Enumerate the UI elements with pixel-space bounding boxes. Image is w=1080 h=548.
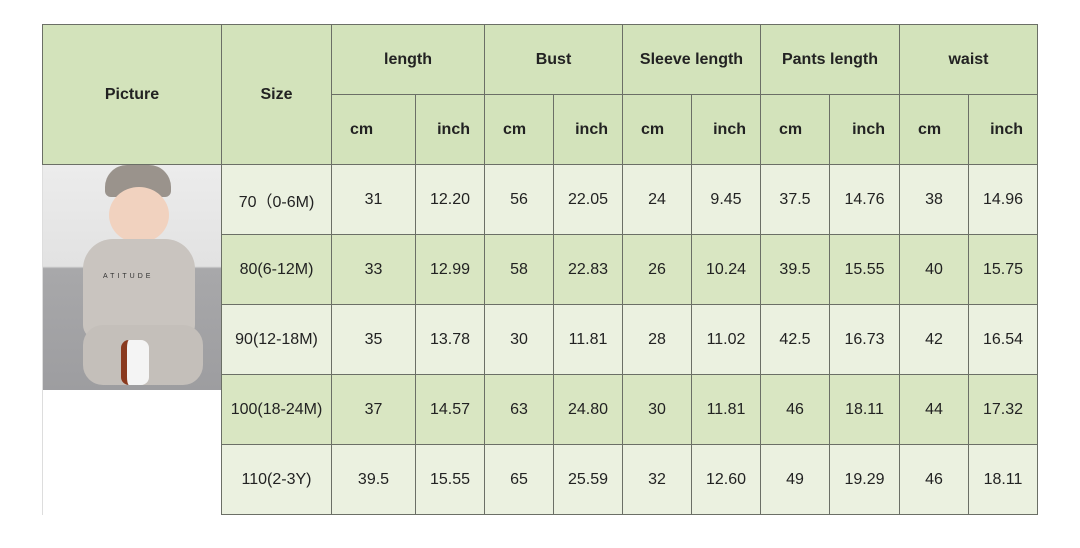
- inch-value-cell: 13.78: [415, 304, 485, 375]
- header-size: Size: [221, 24, 332, 165]
- size-cell: 90(12-18M): [221, 304, 332, 375]
- cm-value-cell: 30: [484, 304, 554, 375]
- header-sleeve-length: Sleeve length: [622, 24, 761, 95]
- inch-value-cell: 16.54: [968, 304, 1038, 375]
- baby-outfit-photo: ATITUDE: [43, 165, 221, 390]
- cm-value-cell: 56: [484, 164, 554, 235]
- inch-value-cell: 17.32: [968, 374, 1038, 445]
- inch-value-cell: 12.99: [415, 234, 485, 305]
- cm-value-cell: 40: [899, 234, 969, 305]
- inch-value-cell: 9.45: [691, 164, 761, 235]
- table-row: 80(6-12M) 33 12.99 58 22.83 26 10.24 39.5 15.55 4…: [43, 234, 1038, 305]
- unit-cm: cm: [899, 94, 969, 165]
- cm-value-cell: 31: [331, 164, 416, 235]
- cm-value-cell: 33: [331, 234, 416, 305]
- header-row: Picture Size length Bust Sleeve length P…: [42, 24, 1038, 165]
- cm-value-cell: 39.5: [760, 234, 830, 305]
- inch-value-cell: 18.11: [968, 444, 1038, 515]
- size-chart-table: Picture Size length Bust Sleeve length P…: [42, 24, 1038, 515]
- cm-value-cell: 63: [484, 374, 554, 445]
- inch-value-cell: 25.59: [553, 444, 623, 515]
- face-shape: [109, 187, 169, 243]
- inch-value-cell: 12.60: [691, 444, 761, 515]
- inch-value-cell: 11.81: [691, 374, 761, 445]
- header-bust: Bust: [484, 24, 623, 95]
- cm-value-cell: 46: [760, 374, 830, 445]
- inch-value-cell: 19.29: [829, 444, 900, 515]
- cm-value-cell: 58: [484, 234, 554, 305]
- cm-value-cell: 46: [899, 444, 969, 515]
- cm-value-cell: 39.5: [331, 444, 416, 515]
- inch-value-cell: 10.24: [691, 234, 761, 305]
- table-row: 100(18-24M) 37 14.57 63 24.80 30 11.81 46 18.11 4…: [43, 374, 1038, 445]
- table-row: ATITUDE 70（0-6M) 31 12.20 56 22.05 24 9.45 37.5 1…: [42, 164, 1038, 515]
- inch-value-cell: 14.57: [415, 374, 485, 445]
- unit-cm: cm: [331, 94, 416, 165]
- unit-inch: inch: [691, 94, 761, 165]
- cm-value-cell: 26: [622, 234, 692, 305]
- cm-value-cell: 44: [899, 374, 969, 445]
- unit-inch: inch: [968, 94, 1038, 165]
- inch-value-cell: 15.55: [415, 444, 485, 515]
- inch-value-cell: 12.20: [415, 164, 485, 235]
- unit-inch: inch: [415, 94, 485, 165]
- inch-value-cell: 11.02: [691, 304, 761, 375]
- sweatshirt-shape: [83, 239, 195, 339]
- header-pants-length: Pants length: [760, 24, 900, 95]
- cm-value-cell: 37.5: [760, 164, 830, 235]
- size-cell: 80(6-12M): [221, 234, 332, 305]
- unit-inch: inch: [829, 94, 900, 165]
- unit-cm: cm: [484, 94, 554, 165]
- cm-value-cell: 32: [622, 444, 692, 515]
- cm-value-cell: 37: [331, 374, 416, 445]
- cm-value-cell: 35: [331, 304, 416, 375]
- unit-inch: inch: [553, 94, 623, 165]
- unit-cm: cm: [760, 94, 830, 165]
- inch-value-cell: 22.83: [553, 234, 623, 305]
- header-picture: Picture: [42, 24, 222, 165]
- shirt-text: ATITUDE: [103, 273, 154, 280]
- size-cell: 110(2-3Y): [221, 444, 332, 515]
- inch-value-cell: 14.76: [829, 164, 900, 235]
- cm-value-cell: 28: [622, 304, 692, 375]
- unit-row: cm inch cm inch cm inch cm inch cm inch: [43, 94, 1038, 165]
- cm-value-cell: 38: [899, 164, 969, 235]
- cm-value-cell: 24: [622, 164, 692, 235]
- header-length: length: [331, 24, 485, 95]
- inch-value-cell: 16.73: [829, 304, 900, 375]
- cm-value-cell: 42: [899, 304, 969, 375]
- inch-value-cell: 24.80: [553, 374, 623, 445]
- inch-value-cell: 14.96: [968, 164, 1038, 235]
- size-cell: 100(18-24M): [221, 374, 332, 445]
- size-cell: 70（0-6M): [221, 164, 332, 235]
- header-waist: waist: [899, 24, 1038, 95]
- shoe-shape: [121, 340, 149, 385]
- product-photo-cell: ATITUDE: [42, 164, 222, 515]
- inch-value-cell: 11.81: [553, 304, 623, 375]
- inch-value-cell: 22.05: [553, 164, 623, 235]
- inch-value-cell: 15.55: [829, 234, 900, 305]
- table-row: 110(2-3Y) 39.5 15.55 65 25.59 32 12.60 49 19.29 4…: [43, 444, 1038, 515]
- cm-value-cell: 49: [760, 444, 830, 515]
- cm-value-cell: 42.5: [760, 304, 830, 375]
- unit-cm: cm: [622, 94, 692, 165]
- cm-value-cell: 65: [484, 444, 554, 515]
- inch-value-cell: 15.75: [968, 234, 1038, 305]
- cm-value-cell: 30: [622, 374, 692, 445]
- inch-value-cell: 18.11: [829, 374, 900, 445]
